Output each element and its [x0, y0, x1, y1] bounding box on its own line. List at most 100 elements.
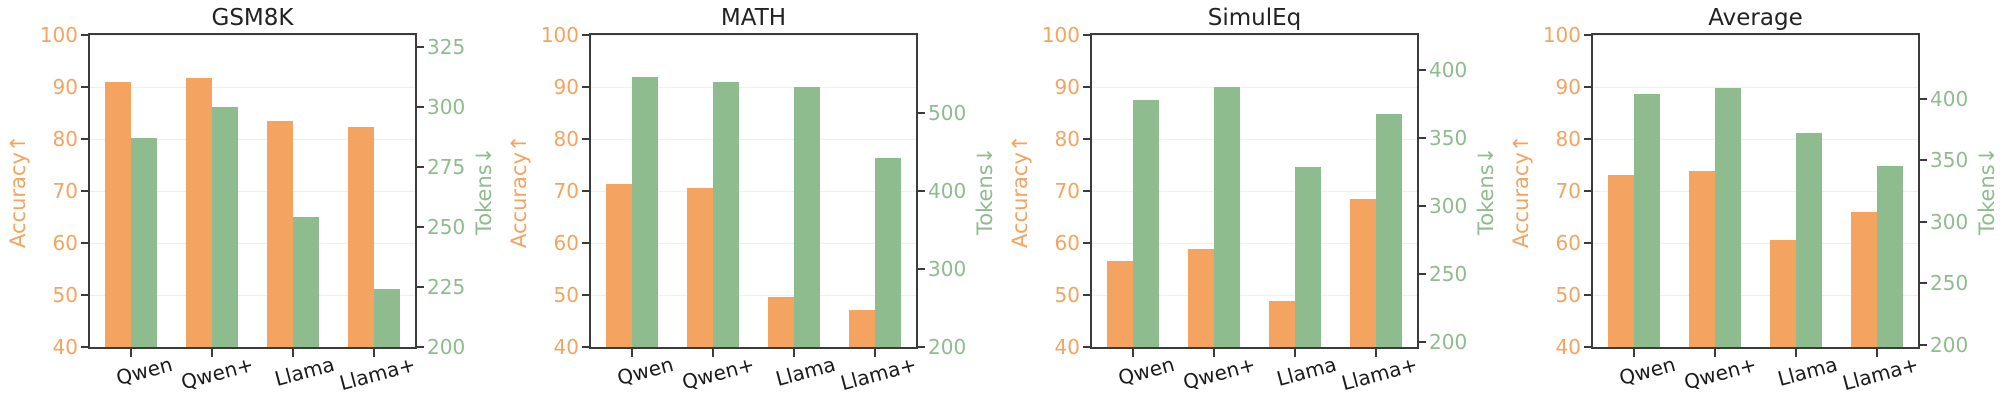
gridline [591, 138, 916, 140]
gridline [90, 242, 415, 244]
right-tick-mark [415, 106, 424, 108]
right-tick-label: 250 [1429, 261, 1468, 286]
x-tick-mark [711, 349, 714, 357]
gridline [1593, 242, 1918, 244]
left-tick-label: 60 [52, 231, 78, 255]
right-tick-mark [1417, 137, 1426, 140]
left-tick-mark [1083, 190, 1092, 192]
chart-title: MATH [720, 5, 787, 31]
bar-tokens-llama-plus [374, 289, 401, 347]
x-tick-label-qwen-plus: Qwen+ [1180, 352, 1258, 395]
gridline [1092, 190, 1417, 192]
panel-average: Average 40 50 60 70 80 90 100 200 250 300 350 400 Qwe… [1503, 0, 2004, 407]
x-tick-label-llama: Llama [1274, 352, 1340, 391]
bar-accuracy-llama [1770, 239, 1797, 347]
bar-accuracy-qwen [104, 81, 131, 347]
left-tick-label: 60 [553, 231, 579, 255]
bar-accuracy-qwen [605, 183, 632, 347]
bar-accuracy-qwen-plus [686, 187, 713, 347]
gridline [90, 294, 415, 296]
x-tick-mark [793, 349, 796, 357]
x-tick-mark [373, 349, 376, 357]
x-tick-mark [1131, 349, 1134, 357]
right-tick-label: 200 [1429, 329, 1468, 354]
bar-accuracy-qwen-plus [1688, 171, 1715, 347]
right-tick-label: 350 [1429, 126, 1468, 151]
left-tick-label: 60 [1555, 231, 1581, 255]
x-tick-label-qwen: Qwen [614, 352, 676, 390]
left-tick-mark [1584, 190, 1593, 192]
right-tick-mark [916, 112, 925, 114]
left-tick-mark [582, 242, 591, 244]
right-tick-mark [916, 268, 925, 270]
y-axis-label-accuracy: Accuracy↑ [6, 134, 30, 248]
x-tick-mark [1876, 349, 1879, 357]
left-tick-mark [582, 86, 591, 88]
left-tick-label: 50 [52, 283, 78, 307]
chart-title: Average [1708, 5, 1803, 31]
x-tick-label-llama-plus: Llama+ [1840, 352, 1922, 396]
right-tick-label: 275 [427, 155, 466, 179]
panel-gsm8k: GSM8K 40 50 60 70 80 90 100 200 225 250 275 300 325 Qw… [0, 0, 501, 407]
right-tick-mark [1918, 97, 1927, 100]
bar-accuracy-qwen-plus [185, 77, 212, 347]
left-tick-label: 80 [52, 127, 78, 151]
right-tick-label: 250 [427, 215, 466, 239]
left-tick-label: 70 [52, 179, 78, 203]
right-tick-mark [415, 166, 424, 168]
bar-tokens-qwen-plus [712, 81, 739, 347]
left-tick-label: 90 [1555, 75, 1581, 99]
bar-tokens-llama-plus [1376, 113, 1403, 347]
right-tick-mark [1417, 272, 1426, 275]
bar-accuracy-llama [1269, 301, 1296, 347]
left-tick-mark [582, 138, 591, 140]
left-tick-label: 70 [553, 179, 579, 203]
y-axis-label-tokens: Tokens↓ [1474, 146, 1498, 236]
bar-tokens-qwen [1132, 100, 1159, 347]
x-tick-label-qwen-plus: Qwen+ [1681, 352, 1759, 395]
left-tick-label: 80 [1555, 127, 1581, 151]
left-tick-mark [1083, 242, 1092, 244]
left-tick-mark [1083, 34, 1092, 36]
gridline [591, 294, 916, 296]
gridline [591, 190, 916, 192]
x-tick-mark [210, 349, 213, 357]
left-tick-mark [81, 294, 90, 296]
left-tick-mark [582, 190, 591, 192]
left-tick-mark [582, 34, 591, 36]
right-tick-label: 300 [1930, 209, 1969, 234]
right-tick-label: 400 [928, 179, 967, 203]
left-tick-mark [81, 86, 90, 88]
bar-tokens-llama-plus [875, 158, 902, 347]
x-tick-label-llama-plus: Llama+ [337, 352, 419, 396]
x-tick-mark [874, 349, 877, 357]
chart-title: GSM8K [211, 5, 294, 31]
left-tick-label: 40 [1555, 335, 1581, 359]
right-tick-label: 225 [427, 275, 466, 299]
left-tick-mark [1083, 294, 1092, 296]
x-tick-label-qwen-plus: Qwen+ [679, 352, 757, 395]
left-tick-mark [81, 34, 90, 36]
right-tick-mark [415, 226, 424, 228]
x-tick-mark [1375, 349, 1378, 357]
gridline [90, 34, 415, 36]
gridline [591, 34, 916, 36]
bar-accuracy-qwen-plus [1187, 248, 1214, 347]
left-tick-label: 90 [52, 75, 78, 99]
right-tick-mark [1918, 220, 1927, 223]
left-tick-mark [1584, 242, 1593, 244]
left-tick-label: 100 [540, 23, 579, 47]
left-tick-label: 90 [553, 75, 579, 99]
gridline [1593, 294, 1918, 296]
panel-math: MATH 40 50 60 70 80 90 100 200 300 400 500 Qwen Qwen+… [501, 0, 1002, 407]
x-tick-label-qwen: Qwen [1616, 352, 1678, 390]
gridline [591, 242, 916, 244]
right-tick-label: 300 [1429, 193, 1468, 218]
plot-area [90, 34, 415, 348]
x-tick-label-llama-plus: Llama+ [838, 352, 920, 396]
right-tick-label: 200 [1930, 332, 1969, 357]
left-tick-label: 50 [1054, 283, 1080, 307]
x-tick-label-qwen-plus: Qwen+ [178, 352, 256, 395]
bar-accuracy-llama [768, 297, 795, 347]
